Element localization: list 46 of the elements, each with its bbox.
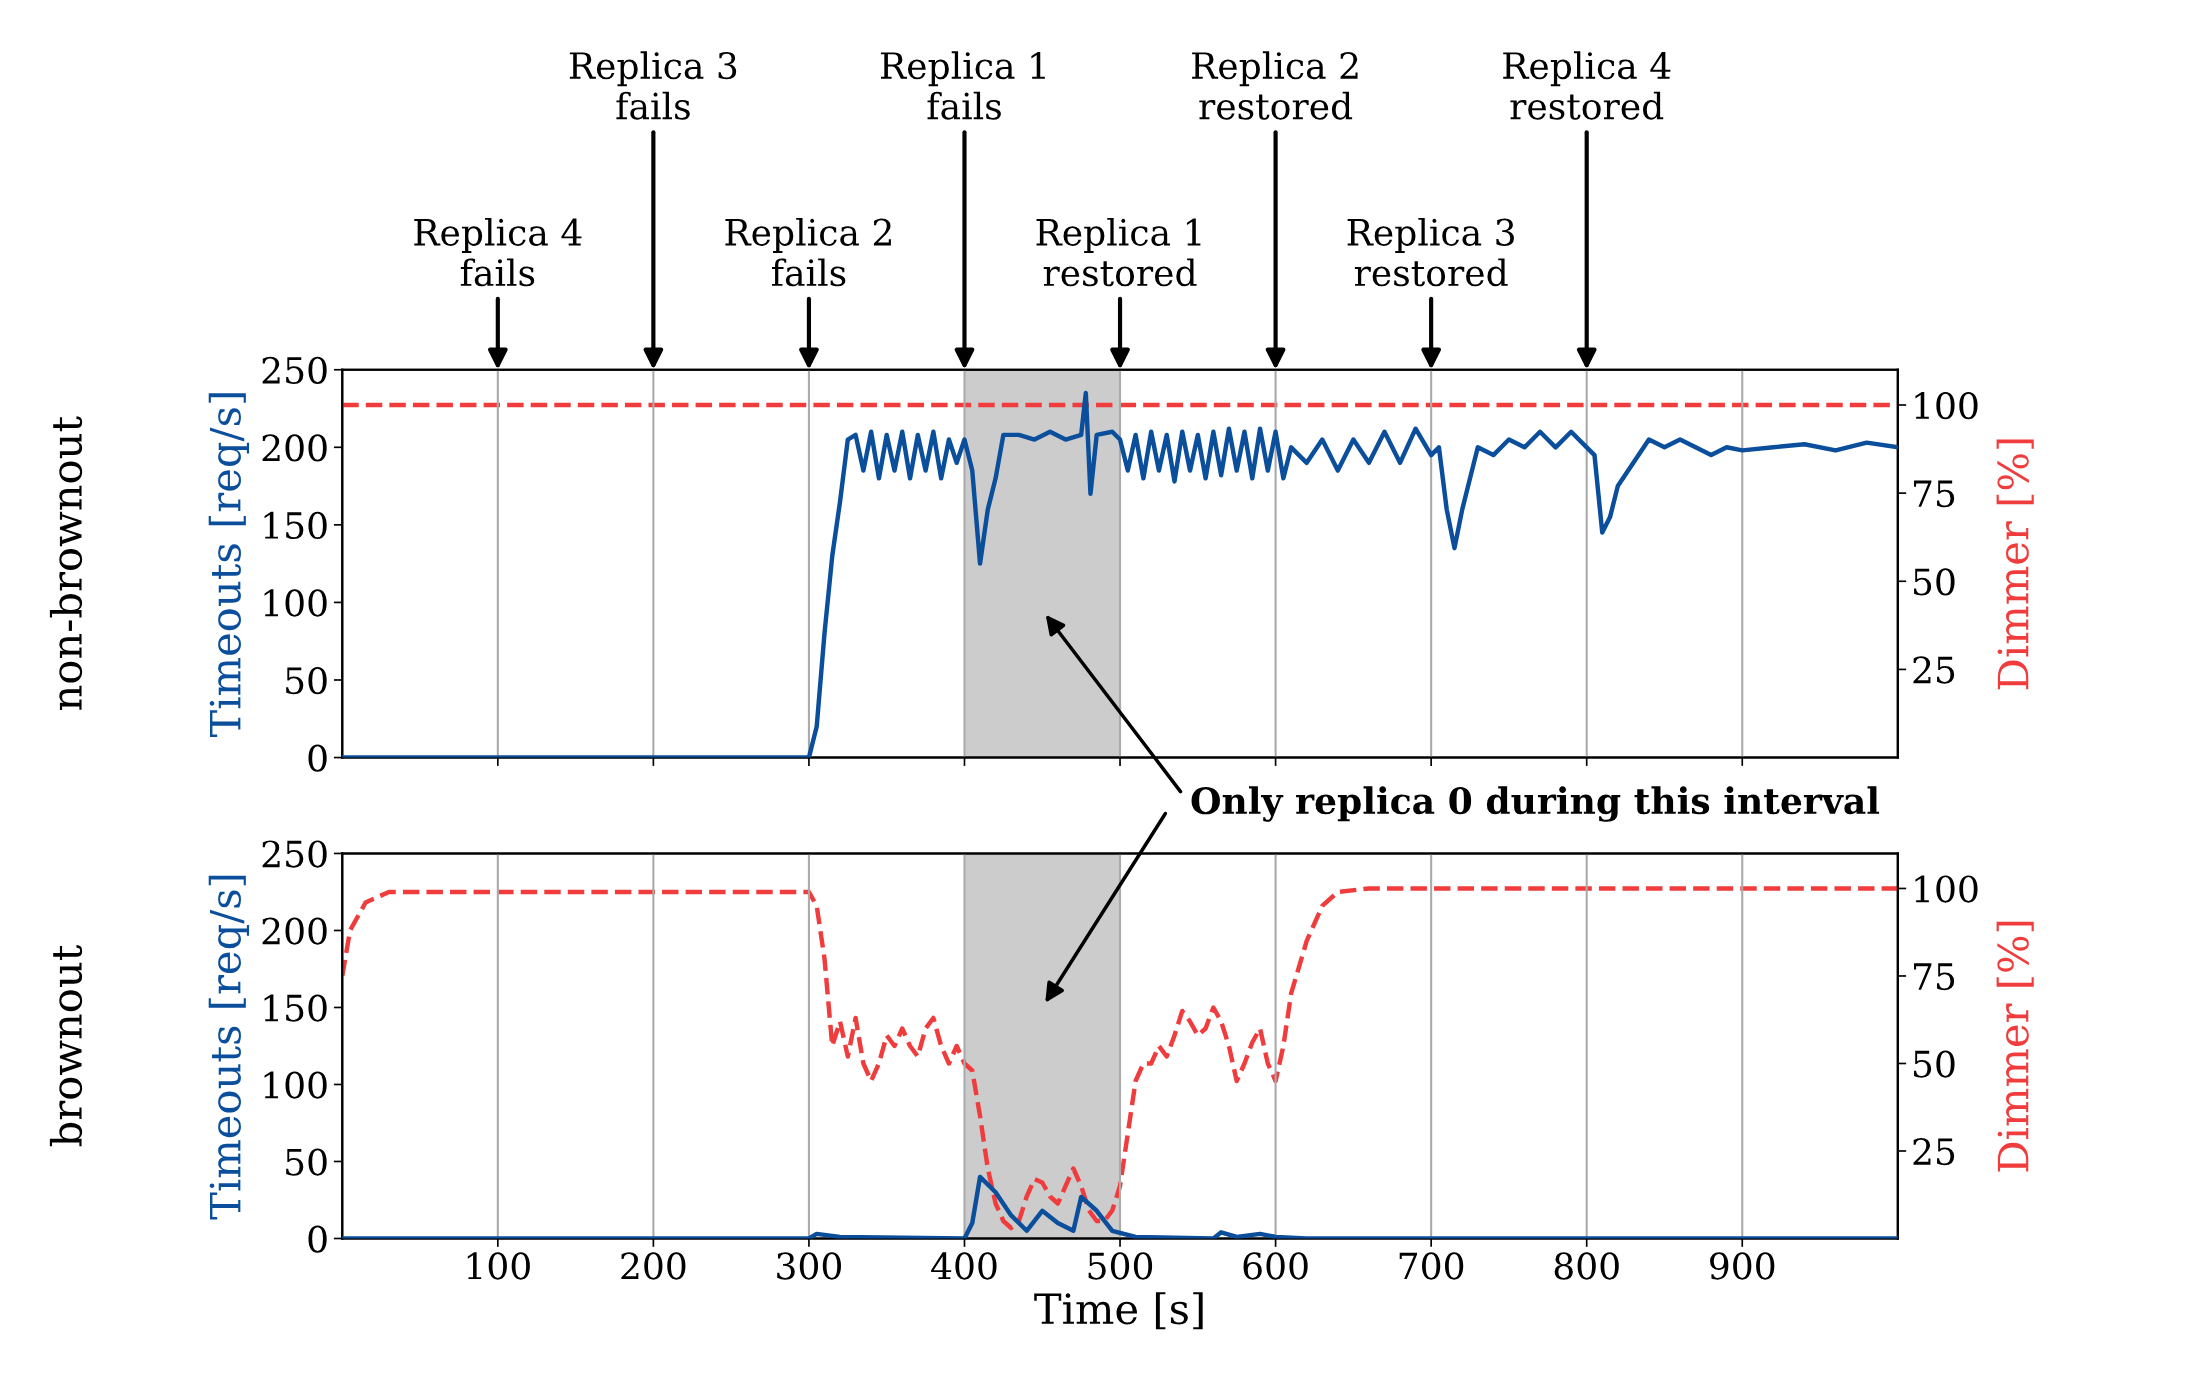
y-axis-title: Timeouts [req/s]: [208, 875, 250, 1220]
y2-tick-label: 100: [1915, 875, 1978, 903]
x-tick-label: 500: [1088, 1252, 1153, 1280]
x-tick-label: 800: [1554, 1252, 1619, 1280]
x-tick-label: 300: [777, 1252, 841, 1280]
y-tick-label: 200: [262, 917, 327, 945]
text: Replica 1 restored: [1036, 217, 1201, 287]
y-tick-label: 50: [286, 666, 327, 695]
text: brownout: [49, 944, 83, 1147]
y2-tick-label: 75: [1914, 963, 1955, 991]
text: Replica 3 restored: [1347, 217, 1514, 287]
y-tick-label: 250: [262, 840, 327, 868]
y-tick-label: 250: [262, 356, 327, 384]
y2-tick-label: 50: [1914, 568, 1955, 596]
text: non-brownout: [49, 416, 83, 710]
x-tick-label: 200: [621, 1252, 686, 1280]
text: Replica 2 restored: [1192, 51, 1358, 120]
y2-axis-title: Dimmer [%]: [1996, 921, 2034, 1172]
y-tick-label: 100: [264, 589, 327, 617]
y-tick-label: 150: [264, 994, 327, 1022]
y2-tick-label: 25: [1913, 656, 1955, 684]
text: Replica 1 fails: [880, 51, 1045, 120]
x-tick-label: 900: [1710, 1252, 1775, 1280]
y-tick-label: 150: [264, 511, 327, 540]
x-tick-label: 700: [1399, 1252, 1464, 1280]
y2-tick-label: 25: [1913, 1137, 1955, 1166]
y-tick-label: 100: [264, 1071, 327, 1099]
y-tick-label: 50: [286, 1148, 327, 1176]
text: Replica 2 fails: [725, 217, 891, 287]
y-tick-label: 0: [308, 1225, 327, 1253]
text: Replica 3 fails: [569, 51, 737, 120]
y-tick-label: 0: [308, 744, 327, 772]
x-tick-label: 400: [931, 1252, 997, 1280]
text: Replica 4 fails: [414, 217, 582, 287]
x-axis-title: Time [s]: [1034, 1292, 1203, 1330]
text: Only replica 0 during this interval: [1191, 786, 1880, 822]
y2-axis-title: Dimmer [%]: [1996, 439, 2034, 690]
x-tick-label: 100: [467, 1252, 530, 1280]
y2-tick-label: 50: [1914, 1050, 1955, 1078]
y-tick-label: 200: [262, 434, 327, 462]
y2-tick-label: 100: [1915, 391, 1978, 420]
x-tick-label: 600: [1243, 1252, 1308, 1280]
line-series: [342, 886, 1898, 1231]
y2-tick-label: 75: [1914, 480, 1955, 508]
text: Replica 4 restored: [1503, 51, 1671, 120]
y-axis-title: Timeouts [req/s]: [208, 393, 250, 738]
